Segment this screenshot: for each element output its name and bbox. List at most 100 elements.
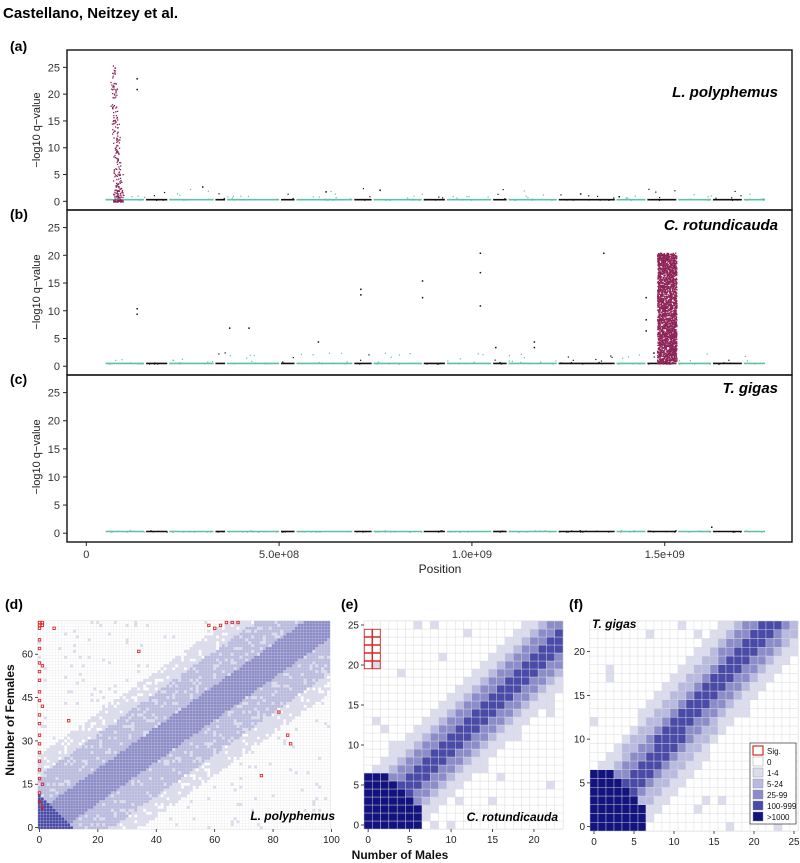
heatmap-cell-d [37, 826, 41, 830]
significant-point-b [665, 268, 667, 270]
heatmap-cell-d [87, 797, 91, 801]
significant-point-a [122, 194, 124, 196]
heatmap-cell-d [87, 693, 91, 697]
significant-point-b [670, 330, 672, 332]
heatmap-cell-d [58, 736, 62, 740]
heatmap-cell-d [37, 753, 41, 757]
significant-point-b [659, 338, 661, 340]
significant-point-b [666, 351, 669, 353]
heatmap-cell-d [64, 756, 68, 760]
significant-point-b [657, 311, 660, 313]
heatmap-cell-d [52, 696, 56, 700]
heatmap-cell-d [40, 765, 44, 769]
heatmap-cell-d [75, 774, 79, 778]
significant-point-a [111, 92, 114, 95]
heatmap-cell-d [40, 641, 44, 645]
data-point-c [303, 530, 305, 533]
heatmap-cell-d [46, 638, 50, 642]
significant-point-a [116, 192, 119, 194]
significant-point-a [118, 139, 120, 141]
heatmap-cell-d [40, 698, 44, 702]
heatmap-cell-d [61, 644, 65, 648]
y-tick-label-a: 25 [48, 62, 60, 74]
significant-point-b [670, 358, 672, 360]
heatmap-cell-d [75, 658, 79, 662]
significant-point-b [657, 356, 659, 359]
significant-point-b [669, 255, 671, 258]
heatmap-cell-d [93, 814, 97, 818]
heatmap-cell-d [72, 776, 77, 780]
data-point-a [201, 186, 204, 188]
heatmap-cell-d [72, 644, 77, 648]
significant-point-b [674, 304, 676, 306]
data-point-a [332, 199, 334, 201]
data-point-c [652, 531, 655, 533]
significant-point-a [120, 201, 122, 203]
significant-point-b [669, 281, 672, 283]
heatmap-cell-d [96, 748, 100, 752]
heatmap-cell-d [81, 641, 85, 645]
heatmap-cell-d [49, 632, 53, 636]
heatmap-cell-d [84, 710, 88, 714]
significant-point-b [672, 266, 674, 269]
heatmap-cell-d [96, 800, 100, 804]
heatmap-cell-d [43, 820, 47, 824]
heatmap-cell-d [78, 623, 82, 627]
heatmap-cell-d [64, 722, 68, 726]
heatmap-cell-d [43, 713, 47, 717]
significant-point-b [673, 321, 676, 323]
significant-point-a [113, 114, 115, 117]
significant-point-b [673, 316, 675, 319]
heatmap-cell-d [64, 750, 68, 754]
significant-point-b [671, 317, 673, 320]
heatmap-cell-d [49, 730, 53, 734]
heatmap-cell-d [43, 626, 47, 630]
significant-point-a [115, 146, 118, 148]
heatmap-cell-d [55, 710, 59, 714]
heatmap-cell-d [40, 646, 44, 650]
significant-point-b [661, 355, 663, 357]
significant-point-b [658, 253, 660, 255]
heatmap-cell-d [96, 670, 100, 674]
heatmap-cell-d [87, 811, 91, 815]
data-point-a [139, 199, 141, 201]
heatmap-cell-d [64, 779, 68, 783]
significant-point-b [661, 351, 663, 354]
data-point-c [143, 531, 145, 533]
significant-point-b [664, 270, 666, 272]
data-point-a [523, 190, 525, 192]
heatmap-cell-d [72, 632, 77, 636]
heatmap-cell-d [37, 727, 41, 731]
data-point-a [527, 197, 529, 199]
data-point-a [276, 198, 278, 201]
significant-point-b [674, 359, 676, 361]
significant-point-b [660, 298, 662, 300]
significant-point-b [661, 360, 663, 362]
significant-point-b [662, 298, 665, 300]
heatmap-cell-d [84, 698, 88, 702]
significant-point-b [666, 328, 668, 330]
significant-point-a [114, 120, 117, 122]
significant-point-b [663, 351, 665, 353]
significant-point-b [661, 268, 663, 270]
heatmap-cell-d [96, 779, 100, 783]
significant-point-b [659, 284, 661, 286]
heatmap-cell-d [58, 814, 62, 818]
heatmap-cell-d [70, 759, 74, 763]
significant-point-a [114, 70, 116, 72]
data-point-b [137, 363, 139, 365]
significant-point-b [675, 286, 678, 288]
significant-point-b [660, 307, 663, 309]
data-point-a [349, 198, 352, 200]
significant-point-b [660, 291, 662, 293]
data-point-a [746, 199, 748, 201]
heatmap-cell-d [37, 707, 41, 711]
heatmap-cell-d [58, 791, 62, 795]
heatmap-cell-d [90, 672, 94, 676]
heatmap-cell-d [52, 785, 56, 789]
heatmap-cell-d [90, 759, 94, 763]
heatmap-cell-d [96, 661, 100, 665]
significant-point-b [670, 348, 672, 351]
data-point-a [709, 199, 711, 201]
significant-point-b [658, 354, 661, 356]
